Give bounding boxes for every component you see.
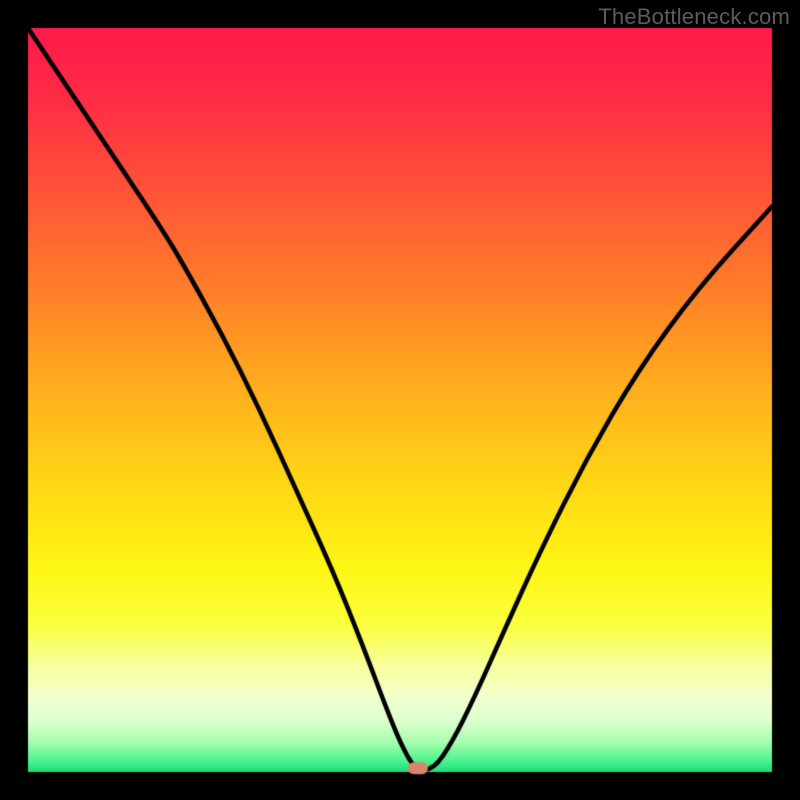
watermark-text: TheBottleneck.com xyxy=(598,4,790,30)
bottleneck-chart xyxy=(0,0,800,800)
